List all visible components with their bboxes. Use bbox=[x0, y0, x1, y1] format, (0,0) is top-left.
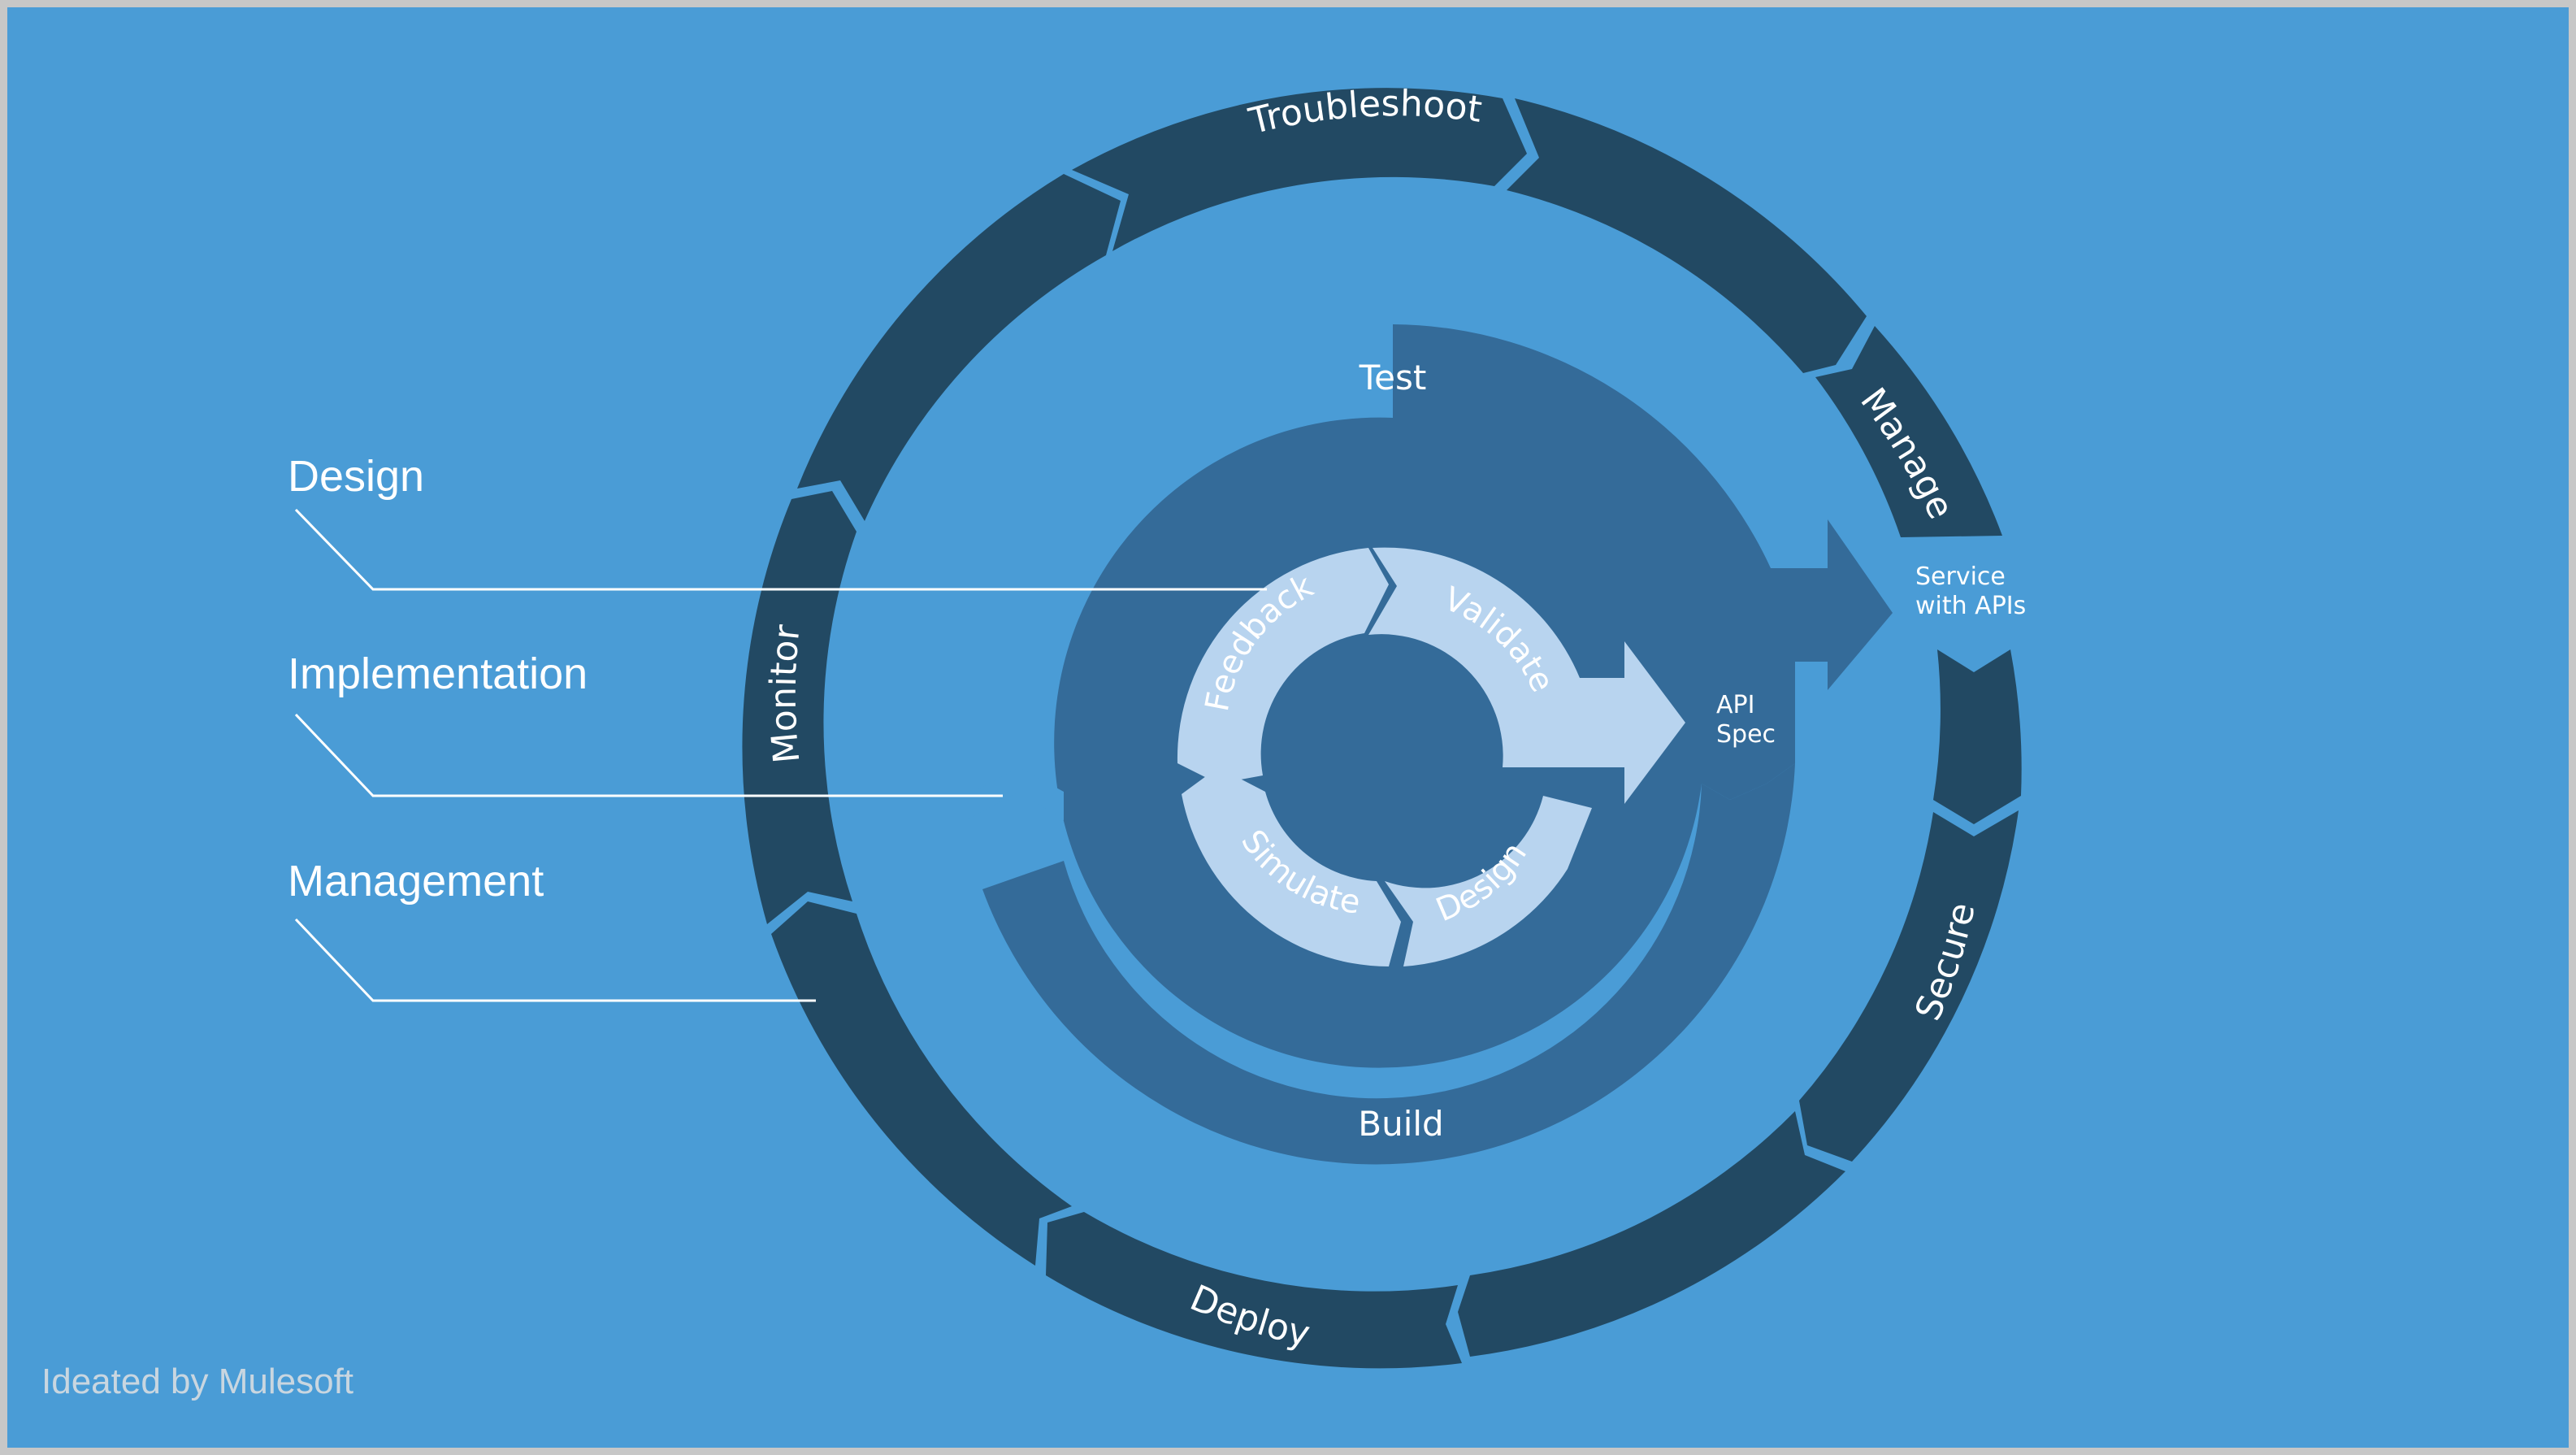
leader-implementation bbox=[294, 713, 1003, 797]
outer-ring bbox=[742, 88, 2022, 1369]
inner-ring bbox=[1177, 547, 1685, 966]
outer-segment-right[interactable] bbox=[1933, 649, 2022, 824]
leader-design bbox=[294, 508, 1267, 591]
inner-segment-validate[interactable] bbox=[1368, 547, 1685, 804]
outer-segment-manage[interactable] bbox=[1815, 326, 2002, 537]
inner-segment-simulate[interactable] bbox=[1182, 767, 1401, 966]
leader-management bbox=[294, 918, 816, 1002]
inner-segment-design[interactable] bbox=[1385, 796, 1592, 966]
outer-segment-troubleshoot[interactable] bbox=[1072, 88, 1527, 251]
legend-design: Design bbox=[288, 452, 424, 501]
middle-ring-lower-fill bbox=[982, 763, 1795, 1165]
label-spec-line2: Spec bbox=[1716, 720, 1776, 749]
legend-lines bbox=[294, 508, 1267, 1002]
middle-ring-notch bbox=[966, 767, 1064, 820]
legend-implementation: Implementation bbox=[288, 649, 588, 698]
outer-segment-bottom-right[interactable] bbox=[1458, 1111, 1845, 1357]
outer-segment-monitor[interactable] bbox=[742, 491, 856, 924]
inner-segment-feedback[interactable] bbox=[1177, 548, 1389, 784]
label-service-line1: Service bbox=[1915, 562, 2006, 591]
legend-management: Management bbox=[288, 857, 544, 906]
lifecycle-diagram: Troubleshoot Manage Secure Deploy Monito… bbox=[41, 83, 2026, 1401]
label-monitor: Monitor bbox=[763, 622, 809, 765]
outer-segment-bottom-left[interactable] bbox=[771, 901, 1072, 1266]
label-spec-line1: API bbox=[1716, 691, 1754, 719]
outer-segment-top-right[interactable] bbox=[1507, 98, 1867, 373]
label-test: Test bbox=[1359, 358, 1427, 397]
outer-segment-top-left[interactable] bbox=[797, 174, 1121, 521]
credit-text: Ideated by Mulesoft bbox=[41, 1362, 353, 1401]
middle-ring-arrow[interactable] bbox=[1054, 324, 1893, 1068]
label-service-line2: with APIs bbox=[1915, 592, 2026, 620]
outer-segment-deploy[interactable] bbox=[1046, 1212, 1462, 1369]
outer-segment-secure[interactable] bbox=[1799, 810, 2019, 1162]
label-build: Build bbox=[1358, 1104, 1443, 1144]
diagram-canvas: Troubleshoot Manage Secure Deploy Monito… bbox=[7, 7, 2569, 1448]
